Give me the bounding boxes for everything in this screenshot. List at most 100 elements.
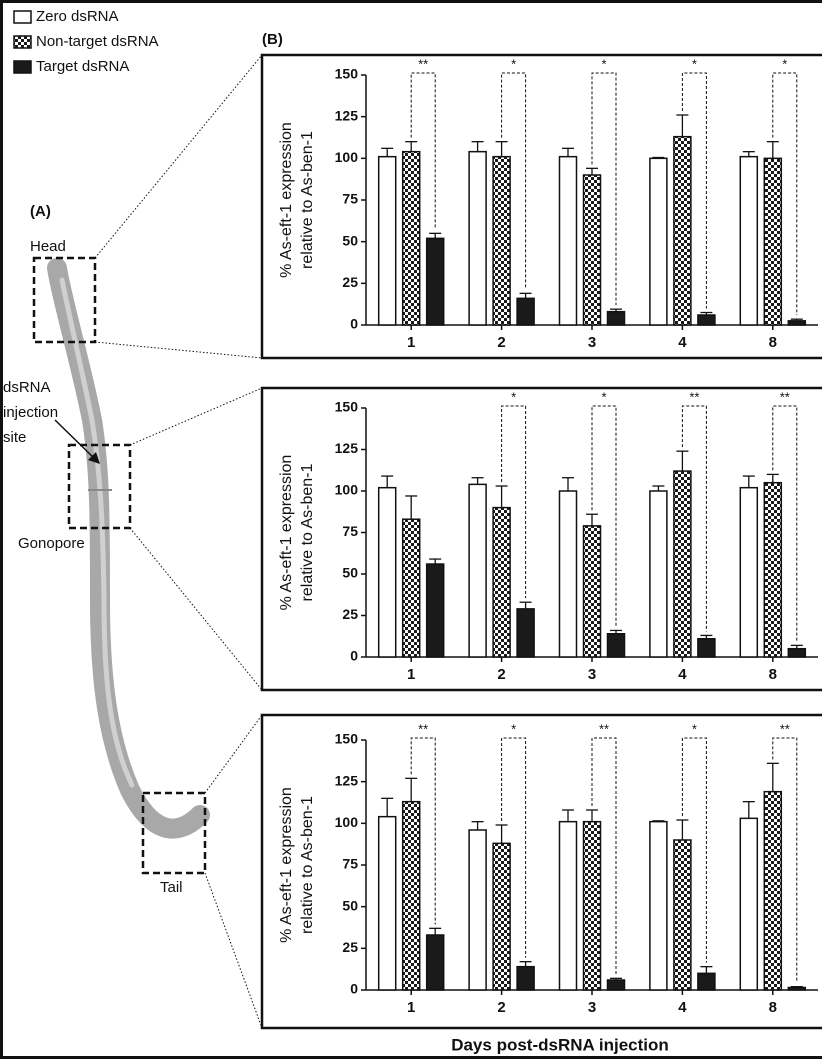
error-bar — [562, 478, 574, 491]
error-bar — [562, 148, 574, 156]
error-bar — [743, 476, 755, 488]
error-bar — [520, 602, 532, 609]
significance-label: * — [692, 56, 697, 71]
bar — [403, 152, 420, 325]
significance-label: ** — [780, 721, 790, 736]
legend-label: Target dsRNA — [36, 58, 129, 75]
y-axis-label: relative to As-ben-1 — [299, 131, 316, 269]
legend-label: Non-target dsRNA — [36, 33, 159, 50]
bar — [740, 818, 757, 990]
bar — [517, 298, 534, 325]
bar — [560, 491, 577, 657]
bar — [764, 483, 781, 657]
bar — [740, 157, 757, 325]
x-tick-label: 4 — [678, 999, 687, 1016]
worm-label: dsRNA — [3, 379, 51, 396]
significance-label: * — [601, 389, 606, 404]
error-bar — [429, 928, 441, 935]
error-bar — [472, 822, 484, 830]
bar — [493, 508, 510, 657]
bar — [650, 822, 667, 990]
y-tick-label: 50 — [342, 565, 358, 581]
error-bar — [743, 802, 755, 819]
error-bar — [676, 115, 688, 137]
y-tick-label: 125 — [335, 440, 359, 456]
significance-label: * — [511, 56, 516, 71]
error-bar — [700, 967, 712, 974]
error-bar — [520, 962, 532, 967]
worm-label: Head — [30, 238, 66, 255]
x-tick-label: 3 — [588, 666, 596, 683]
bar — [788, 321, 805, 325]
y-tick-label: 75 — [342, 191, 358, 207]
y-tick-label: 100 — [335, 482, 359, 498]
y-tick-label: 0 — [350, 981, 358, 997]
y-axis-label: % As-eft-1 expression — [278, 787, 295, 943]
error-bar — [381, 476, 393, 488]
error-bar — [743, 152, 755, 157]
panel-label: (A) — [30, 203, 51, 220]
x-tick-label: 2 — [497, 999, 505, 1016]
x-tick-label: 1 — [407, 334, 415, 351]
bar — [650, 491, 667, 657]
error-bar — [472, 478, 484, 485]
x-tick-label: 3 — [588, 334, 596, 351]
error-bar — [767, 474, 779, 482]
bar — [698, 973, 715, 990]
y-axis-label: % As-eft-1 expression — [278, 122, 295, 278]
bar — [698, 639, 715, 657]
y-tick-label: 125 — [335, 107, 359, 123]
chart-panel: 0255075100125150% As-eft-1 expressionrel… — [262, 388, 822, 690]
error-bar — [586, 168, 598, 175]
error-bar — [405, 778, 417, 801]
y-tick-label: 100 — [335, 149, 359, 165]
y-tick-label: 150 — [335, 66, 359, 82]
bar — [584, 175, 601, 325]
bar — [493, 157, 510, 325]
y-tick-label: 25 — [342, 606, 358, 622]
bar — [608, 312, 625, 325]
worm-label: Gonopore — [18, 535, 85, 552]
significance-label: * — [511, 721, 516, 736]
bar — [379, 157, 396, 325]
bar — [698, 315, 715, 325]
error-bar — [562, 810, 574, 822]
bar — [469, 484, 486, 657]
bar — [650, 158, 667, 325]
y-tick-label: 50 — [342, 897, 358, 913]
bar — [764, 158, 781, 325]
y-tick-label: 150 — [335, 731, 359, 747]
y-tick-label: 75 — [342, 523, 358, 539]
bar — [608, 980, 625, 990]
y-tick-label: 50 — [342, 232, 358, 248]
error-bar — [405, 142, 417, 152]
x-tick-label: 4 — [678, 334, 687, 351]
bar — [469, 152, 486, 325]
worm-label: site — [3, 429, 26, 446]
bar — [560, 822, 577, 990]
error-bar — [520, 293, 532, 298]
significance-label: * — [782, 56, 787, 71]
x-tick-label: 8 — [769, 999, 777, 1016]
figure: (A) Head dsRNA injection site Gonopore T… — [0, 0, 822, 1059]
x-tick-label: 4 — [678, 666, 687, 683]
error-bar — [676, 451, 688, 471]
x-tick-label: 8 — [769, 666, 777, 683]
y-tick-label: 150 — [335, 399, 359, 415]
y-tick-label: 0 — [350, 648, 358, 664]
bar — [674, 137, 691, 325]
bar — [427, 564, 444, 657]
bar — [517, 609, 534, 657]
x-tick-label: 8 — [769, 334, 777, 351]
error-bar — [767, 763, 779, 791]
x-tick-label: 2 — [497, 334, 505, 351]
panel-label: (B) — [262, 31, 283, 48]
error-bar — [586, 810, 598, 822]
bar — [584, 822, 601, 990]
x-tick-label: 2 — [497, 666, 505, 683]
error-bar — [676, 820, 688, 840]
legend-swatch — [14, 61, 31, 73]
bar — [469, 830, 486, 990]
